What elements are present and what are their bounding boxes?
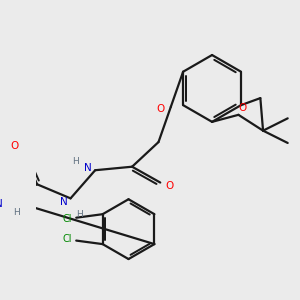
Text: Cl: Cl (63, 234, 72, 244)
Text: O: O (10, 141, 18, 151)
Text: Cl: Cl (63, 214, 72, 224)
Text: N: N (60, 197, 68, 207)
Text: O: O (239, 103, 247, 113)
Text: H: H (13, 208, 20, 217)
Text: O: O (165, 181, 173, 191)
Text: H: H (76, 210, 83, 219)
Text: H: H (72, 157, 79, 166)
Text: N: N (0, 199, 2, 208)
Text: N: N (84, 164, 92, 173)
Text: O: O (156, 104, 164, 114)
